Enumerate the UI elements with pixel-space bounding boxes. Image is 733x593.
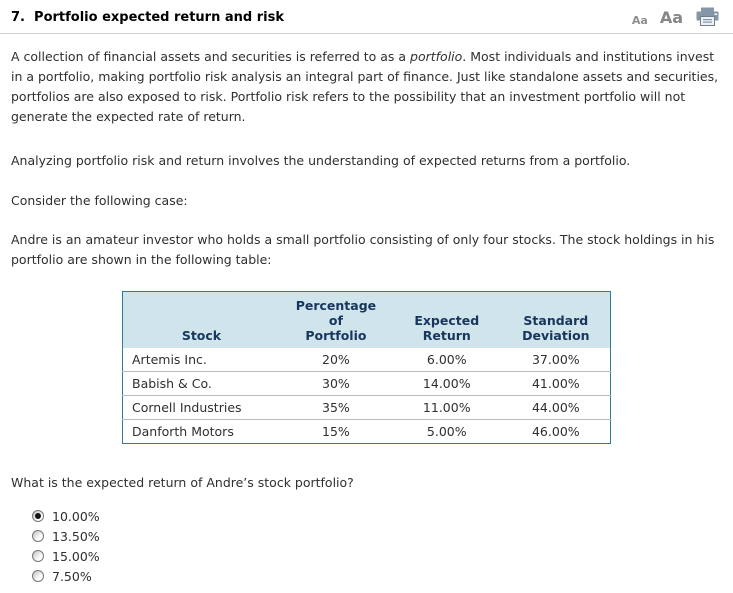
radio-button[interactable] [32, 570, 44, 582]
percentage-column-header: Percentage of Portfolio [279, 291, 392, 348]
radio-button[interactable] [32, 550, 44, 562]
answer-option[interactable]: 13.50% [32, 526, 722, 546]
std-deviation-cell: 46.00% [501, 419, 611, 444]
std-deviation-cell: 44.00% [501, 395, 611, 420]
answer-option[interactable]: 10.00% [32, 506, 722, 526]
analysis-paragraph: Analyzing portfolio risk and return invo… [11, 153, 631, 168]
question-title: 7. Portfolio expected return and risk [11, 10, 284, 25]
portfolio-italic-term: portfolio [410, 49, 463, 64]
expected-return-column-header: Expected Return [391, 291, 502, 348]
stock-name-cell: Artemis Inc. [122, 348, 280, 372]
stock-name-cell: Babish & Co. [122, 371, 280, 396]
expected-return-cell: 6.00% [391, 348, 502, 372]
intro-text-post: . Most individuals and institutions inve… [11, 49, 719, 124]
scenario-paragraph: Andre is an amateur investor who holds a… [11, 232, 715, 267]
answer-option-label[interactable]: 13.50% [52, 528, 100, 544]
answer-options: 10.00% 13.50% 15.00% 7.50% [11, 506, 722, 586]
std-deviation-cell: 37.00% [501, 348, 611, 372]
stock-holdings-table: Stock Percentage of Portfolio Expected R… [122, 291, 611, 444]
table-row: Danforth Motors 15% 5.00% 46.00% [122, 419, 611, 444]
table-row: Babish & Co. 30% 14.00% 41.00% [122, 371, 611, 396]
print-icon[interactable] [695, 7, 720, 26]
answer-option[interactable]: 15.00% [32, 546, 722, 566]
stock-column-header: Stock [122, 291, 280, 348]
percentage-cell: 15% [279, 419, 392, 444]
font-size-large-button[interactable]: Aa [659, 8, 683, 27]
intro-text-pre: A collection of financial assets and sec… [11, 49, 411, 64]
question-text: What is the expected return of Andre’s s… [11, 475, 354, 490]
radio-button[interactable] [32, 510, 44, 522]
percentage-cell: 35% [279, 395, 392, 420]
font-size-small-button[interactable]: Aa [631, 14, 648, 27]
table-row: Cornell Industries 35% 11.00% 44.00% [122, 395, 611, 420]
expected-return-cell: 5.00% [391, 419, 502, 444]
expected-return-cell: 11.00% [391, 395, 502, 420]
table-row: Artemis Inc. 20% 6.00% 37.00% [122, 348, 611, 372]
header-divider [0, 33, 733, 34]
stock-name-cell: Danforth Motors [122, 419, 280, 444]
intro-paragraph: A collection of financial assets and sec… [11, 47, 722, 127]
percentage-cell: 20% [279, 348, 392, 372]
answer-option-label[interactable]: 15.00% [52, 548, 100, 564]
expected-return-cell: 14.00% [391, 371, 502, 396]
std-deviation-column-header: Standard Deviation [501, 291, 611, 348]
stock-name-cell: Cornell Industries [122, 395, 280, 420]
case-lead-paragraph: Consider the following case: [11, 193, 188, 208]
std-deviation-cell: 41.00% [501, 371, 611, 396]
answer-option-label[interactable]: 7.50% [52, 568, 92, 584]
radio-button[interactable] [32, 530, 44, 542]
table-header-row: Stock Percentage of Portfolio Expected R… [122, 291, 611, 348]
percentage-cell: 30% [279, 371, 392, 396]
answer-option[interactable]: 7.50% [32, 566, 722, 586]
header-tools: Aa Aa [632, 7, 722, 26]
answer-option-label[interactable]: 10.00% [52, 508, 100, 524]
question-header: 7. Portfolio expected return and risk Aa… [11, 7, 722, 26]
